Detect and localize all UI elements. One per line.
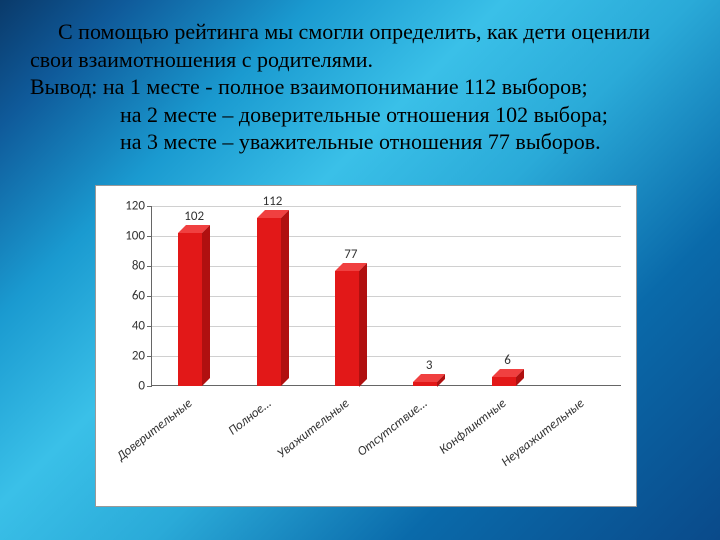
gridline	[151, 356, 621, 357]
gridline	[151, 326, 621, 327]
bar-front	[335, 271, 359, 387]
y-tick	[147, 356, 152, 357]
y-tick-label: 120	[113, 199, 145, 214]
y-tick-label: 40	[113, 319, 145, 334]
y-tick	[147, 236, 152, 237]
y-tick-label: 60	[113, 289, 145, 304]
y-tick	[147, 296, 152, 297]
chart-plot: 020406080100120102Доверительные112Полное…	[151, 206, 621, 386]
y-tick	[147, 386, 152, 387]
x-axis	[151, 385, 621, 386]
bar	[492, 377, 516, 386]
bar	[335, 271, 359, 387]
conclusion-line-3: на 3 месте – уважительные отношения 77 в…	[30, 128, 690, 156]
bar	[413, 382, 437, 387]
gridline	[151, 296, 621, 297]
y-tick-label: 100	[113, 229, 145, 244]
bar	[257, 218, 281, 386]
y-tick	[147, 206, 152, 207]
bar-front	[492, 377, 516, 386]
bar	[178, 233, 202, 386]
y-tick-label: 0	[113, 379, 145, 394]
bar-side	[359, 263, 367, 387]
gridline	[151, 206, 621, 207]
gridline	[151, 236, 621, 237]
text-block: С помощью рейтинга мы смогли определить,…	[30, 18, 690, 156]
y-tick	[147, 326, 152, 327]
conclusion-line-1: Вывод: на 1 месте - полное взаимопониман…	[30, 73, 690, 101]
value-label: 102	[184, 209, 204, 224]
bar-front	[257, 218, 281, 386]
category-label: Полное…	[225, 396, 274, 439]
y-tick-label: 80	[113, 259, 145, 274]
bar-front	[413, 382, 437, 387]
category-label: Уважительные	[274, 396, 352, 461]
category-label: Неуважительные	[499, 396, 588, 470]
gridline	[151, 266, 621, 267]
value-label: 6	[504, 353, 511, 368]
chart-container: 0 20 40 60 80 100 120 102 Доверительные 112 Полное…	[95, 185, 637, 507]
bar-front	[178, 233, 202, 386]
value-label: 112	[263, 194, 283, 209]
y-tick	[147, 266, 152, 267]
bar-side	[281, 210, 289, 386]
conclusion-line-2: на 2 месте – доверительные отношения 102…	[30, 101, 690, 129]
value-label: 3	[426, 358, 433, 373]
category-label: Доверительные	[114, 396, 195, 464]
slide: С помощью рейтинга мы смогли определить,…	[0, 0, 720, 540]
value-label: 77	[344, 247, 357, 262]
paragraph-intro: С помощью рейтинга мы смогли определить,…	[30, 18, 690, 73]
category-label: Конфликтные	[436, 396, 509, 457]
category-label: Отсутствие…	[355, 396, 430, 460]
y-tick-label: 20	[113, 349, 145, 364]
bar-side	[202, 225, 210, 386]
